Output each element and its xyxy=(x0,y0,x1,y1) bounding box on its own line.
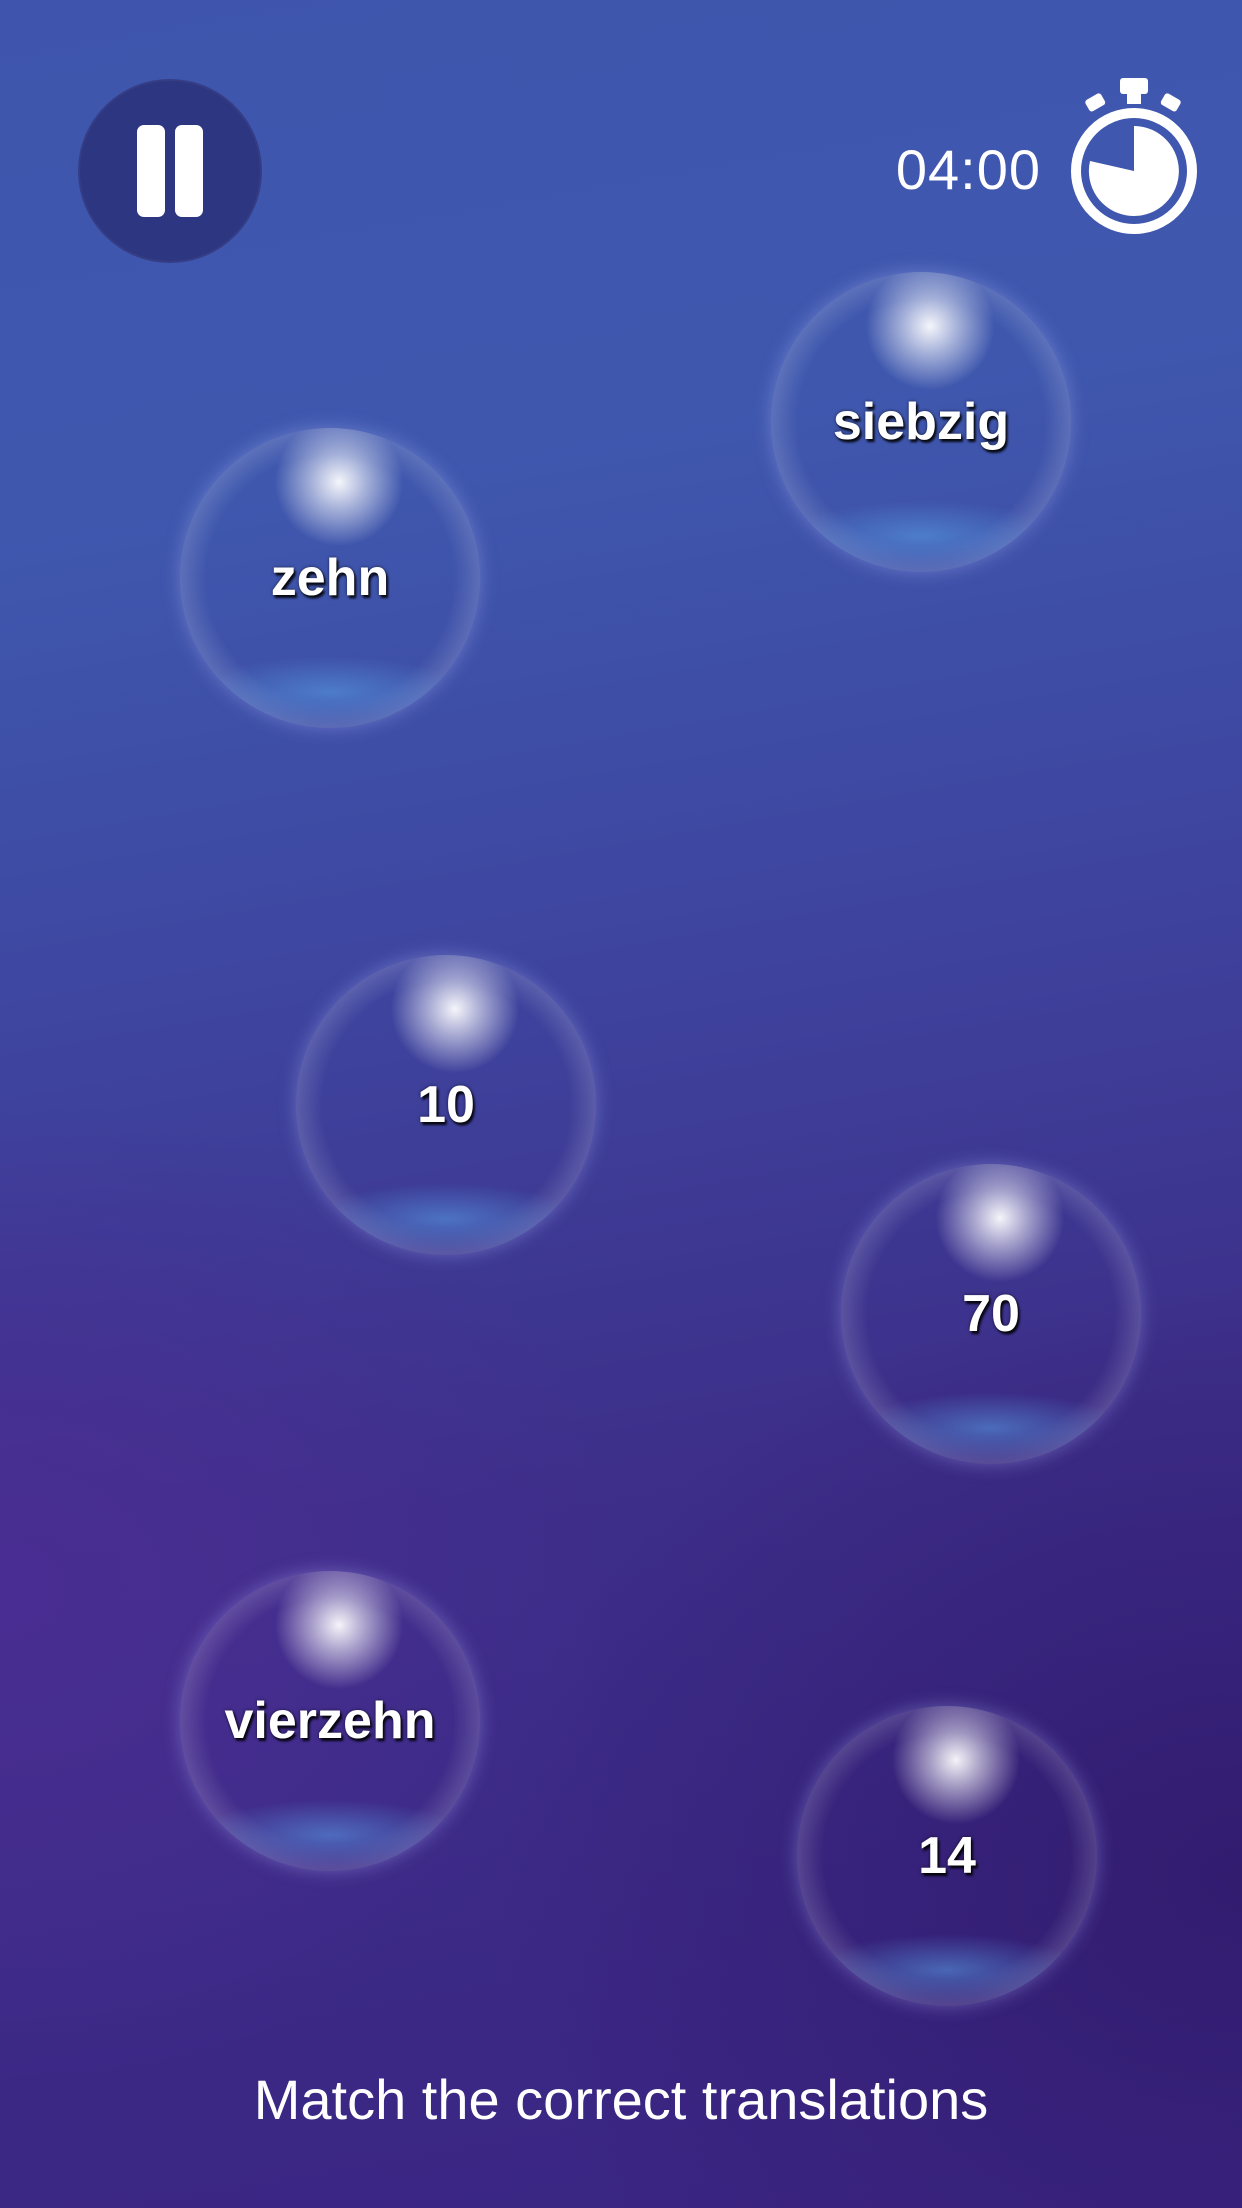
bubble-10[interactable]: 10 xyxy=(296,955,596,1255)
bubble-vierzehn[interactable]: vierzehn xyxy=(180,1571,480,1871)
bubble-14[interactable]: 14 xyxy=(797,1706,1097,2006)
instruction-text: Match the correct translations xyxy=(253,2068,989,2131)
stopwatch-icon xyxy=(1071,78,1197,234)
bubble-siebzig[interactable]: siebzig xyxy=(771,272,1071,572)
bubble-zehn[interactable]: zehn xyxy=(180,428,480,728)
bubble-label: vierzehn xyxy=(224,1692,436,1750)
bubble-label: zehn xyxy=(270,549,390,607)
bubble-label: siebzig xyxy=(832,393,1010,451)
bubble-label: 70 xyxy=(962,1285,1020,1343)
bubble-label: 14 xyxy=(918,1827,976,1885)
pause-icon xyxy=(137,125,165,217)
bubble-label: 10 xyxy=(417,1076,475,1134)
pause-button[interactable] xyxy=(78,79,262,263)
bubble-70[interactable]: 70 xyxy=(841,1164,1141,1464)
timer-text: 04:00 xyxy=(895,138,1041,201)
pause-icon-bar xyxy=(175,125,203,217)
